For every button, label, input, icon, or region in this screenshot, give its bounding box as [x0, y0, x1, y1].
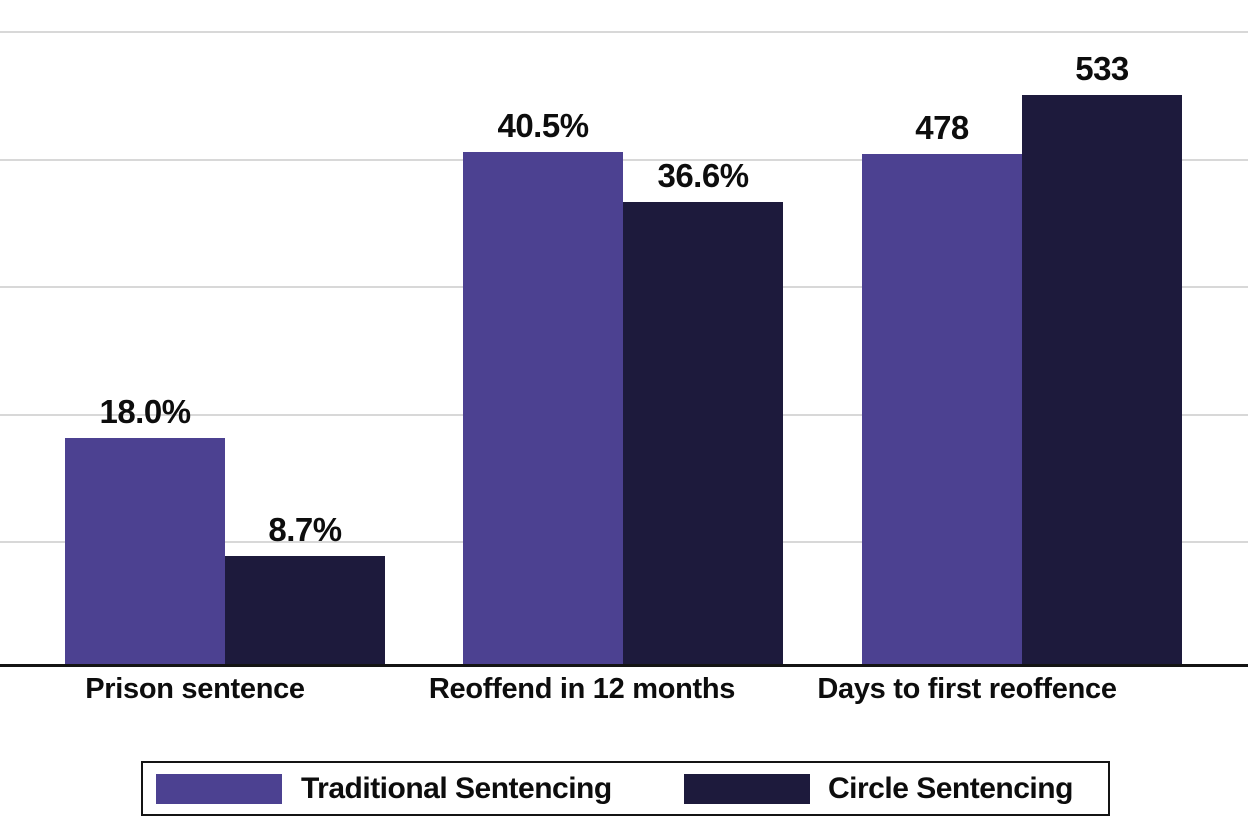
category-label: Days to first reoffence — [817, 673, 1117, 705]
value-label: 18.0% — [99, 393, 191, 430]
value-label: 478 — [915, 109, 969, 146]
category-label: Prison sentence — [85, 673, 305, 705]
value-label: 533 — [1075, 50, 1129, 87]
bar-traditional-3 — [862, 154, 1022, 666]
bar-circle-1 — [225, 556, 385, 666]
gridline — [0, 31, 1248, 33]
legend-swatch-circle — [684, 773, 810, 804]
gridline — [0, 159, 1248, 161]
value-label: 8.7% — [268, 511, 342, 548]
value-label: 36.6% — [657, 157, 749, 194]
bar-traditional-2 — [463, 152, 623, 666]
legend-label: Traditional Sentencing — [301, 771, 612, 805]
legend-label: Circle Sentencing — [828, 771, 1073, 805]
bar-traditional-1 — [65, 438, 225, 666]
legend-box: Traditional Sentencing Circle Sentencing — [141, 761, 1110, 816]
x-axis-line — [0, 664, 1248, 667]
value-label: 40.5% — [497, 107, 589, 144]
legend-swatch-traditional — [156, 773, 282, 804]
category-label: Reoffend in 12 months — [428, 673, 736, 705]
bar-circle-3 — [1022, 95, 1182, 666]
bar-circle-2 — [623, 202, 783, 666]
